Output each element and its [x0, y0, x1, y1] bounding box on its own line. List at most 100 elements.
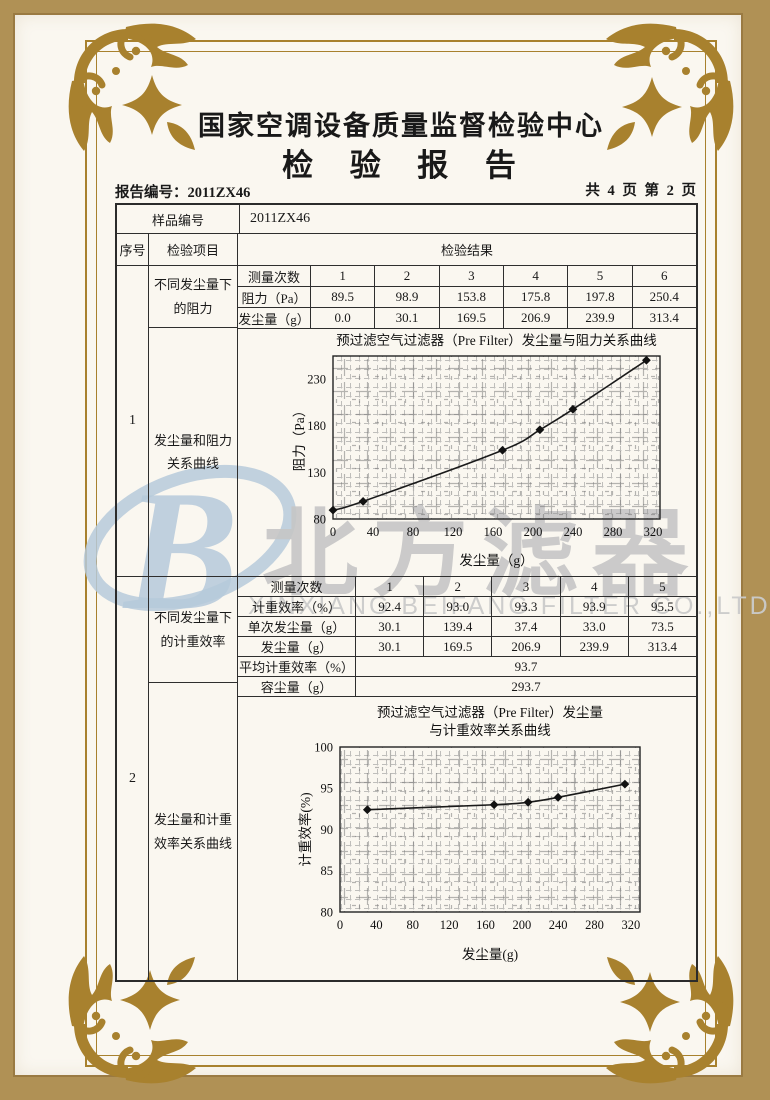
sample-label: 样品编号: [117, 205, 240, 233]
data-point-marker: [642, 355, 651, 365]
data-point-marker: [523, 797, 533, 807]
measure-value-cell: 313.4: [647, 638, 678, 654]
data-point-marker: [362, 805, 372, 815]
measure-row: 测量次数 1 2 3 4 5: [238, 577, 696, 597]
y-axis-label: 阻力（Pa）: [292, 404, 307, 472]
chart-grid: [340, 747, 640, 912]
measure-value-cell: 2: [424, 577, 493, 596]
col-header-result: 检验结果: [440, 243, 493, 258]
summary-row-label: 平均计重效率（%）: [238, 657, 356, 676]
data-point-marker: [553, 792, 563, 802]
summary-value-cell: 293.7: [511, 678, 541, 694]
measure-value-cell: 1: [356, 577, 425, 596]
measure-row: 发尘量（g） 0.0 30.1 169.5 206.9 239.9 313.4: [238, 308, 696, 329]
measure-row-label: 单次发尘量（g）: [238, 617, 356, 636]
data-point-marker: [620, 779, 630, 789]
measure-value-cell: 3: [492, 577, 561, 596]
y-tick-label: 80: [314, 512, 327, 526]
chart-title: 预过滤空气过滤器（Pre Filter）发尘量: [377, 705, 603, 720]
x-tick-label: 0: [330, 525, 336, 539]
measure-row: 单次发尘量（g） 30.1 139.4 37.4 33.0 73.5: [238, 617, 696, 637]
x-tick-label: 80: [406, 918, 419, 932]
sample-row: 样品编号 2011ZX46: [117, 205, 696, 234]
y-tick-label: 180: [307, 419, 326, 433]
resistance-measure-table: 测量次数 1 2 3 4 5 6 阻力（Pa） 89.5 98.9 153.8 175.8 197.8 2…: [238, 266, 696, 329]
section-2-seq: 2: [117, 577, 149, 980]
x-tick-label: 0: [337, 918, 343, 932]
measure-value-cell: 139.4: [424, 617, 493, 636]
measure-value-cell: 175.8: [504, 287, 569, 307]
measure-value-cell: 93.3: [492, 597, 561, 616]
section-1-items: 不同发尘量下的阻力 发尘量和阻力关系曲线: [149, 266, 238, 576]
measure-row: 计重效率（%） 92.4 93.0 93.3 93.9 95.5: [238, 597, 696, 617]
measure-value-cell: 30.1: [356, 637, 425, 656]
x-tick-label: 320: [622, 918, 641, 932]
resistance-chart-cell: 预过滤空气过滤器（Pre Filter）发尘量与阻力关系曲线 80 130 180 23…: [238, 329, 696, 576]
y-tick-label: 95: [321, 782, 334, 796]
summary-row: 平均计重效率（%） 93.7: [238, 657, 696, 677]
measure-value-cell: 1: [311, 266, 376, 286]
x-tick-label: 280: [604, 525, 623, 539]
measure-value-cell: 92.4: [356, 597, 425, 616]
plot-border: [339, 746, 641, 913]
report-number: 报告编号：2011ZX46: [115, 185, 251, 201]
measure-row-label: 阻力（Pa）: [238, 287, 311, 307]
x-tick-label: 40: [367, 525, 380, 539]
center-name: 国家空调设备质量监督检验中心: [198, 111, 604, 141]
measure-value-cell: 73.5: [651, 618, 674, 634]
y-tick-label: 85: [321, 864, 334, 878]
col-header-item: 检验项目: [149, 234, 238, 265]
section-1-row: 1 不同发尘量下的阻力 发尘量和阻力关系曲线 测量次数 1 2 3 4 5 6 阻力（Pa） 8…: [117, 266, 696, 577]
x-axis-label: 发尘量（g）: [459, 553, 533, 568]
chart-title: 预过滤空气过滤器（Pre Filter）发尘量与阻力关系曲线: [336, 333, 657, 348]
x-tick-label: 120: [444, 525, 463, 539]
measure-value-cell: 6: [661, 268, 668, 283]
measure-value-cell: 95.5: [651, 598, 674, 614]
section-1-item-top: 不同发尘量下的阻力: [149, 266, 237, 328]
measure-value-cell: 239.9: [561, 637, 629, 656]
x-tick-label: 240: [564, 525, 583, 539]
summary-row-label: 容尘量（g）: [238, 677, 356, 696]
efficiency-measure-table: 测量次数 1 2 3 4 5 计重效率（%） 92.4 93.0 93.3 93.9 95.5 单次发尘…: [238, 577, 696, 697]
y-tick-label: 100: [314, 740, 333, 754]
measure-value-cell: 5: [659, 578, 666, 594]
measure-value-cell: 3: [440, 266, 504, 286]
section-2-item-top: 不同发尘量下的计重效率: [149, 577, 237, 683]
x-tick-label: 240: [549, 918, 568, 932]
sample-value: 2011ZX46: [250, 211, 311, 226]
data-point-marker: [489, 800, 499, 810]
measure-value-cell: 169.5: [424, 637, 493, 656]
measure-value-cell: 98.9: [375, 287, 440, 307]
measure-value-cell: 0.0: [311, 308, 376, 328]
measure-value-cell: 206.9: [492, 637, 561, 656]
col-header-seq: 序号: [117, 234, 149, 265]
measure-value-cell: 153.8: [440, 287, 504, 307]
data-point-marker: [535, 425, 545, 435]
measure-value-cell: 30.1: [356, 617, 425, 636]
measure-value-cell: 169.5: [440, 308, 504, 328]
measure-row-label: 测量次数: [238, 577, 356, 596]
measure-row: 测量次数 1 2 3 4 5 6: [238, 266, 696, 287]
measure-row: 阻力（Pa） 89.5 98.9 153.8 175.8 197.8 250.4: [238, 287, 696, 308]
measure-value-cell: 30.1: [375, 308, 440, 328]
measure-row-label: 计重效率（%）: [238, 597, 356, 616]
measure-value-cell: 197.8: [568, 287, 633, 307]
y-tick-label: 130: [307, 466, 326, 480]
measure-row-label: 发尘量（g）: [238, 637, 356, 656]
y-tick-label: 230: [307, 373, 326, 387]
summary-value-cell: 93.7: [514, 658, 538, 674]
measure-row-label: 测量次数: [238, 266, 311, 286]
measure-value-cell: 37.4: [492, 617, 561, 636]
section-1-seq: 1: [117, 266, 149, 576]
data-point-marker: [358, 496, 368, 506]
measure-value-cell: 4: [504, 266, 569, 286]
x-tick-label: 200: [512, 918, 531, 932]
report-title: 检 验 报 告: [282, 148, 520, 183]
section-2-item-bottom: 发尘量和计重效率关系曲线: [154, 812, 233, 851]
x-tick-label: 40: [370, 918, 383, 932]
column-header-row: 序号 检验项目 检验结果: [117, 234, 696, 266]
data-point-marker: [328, 505, 338, 515]
